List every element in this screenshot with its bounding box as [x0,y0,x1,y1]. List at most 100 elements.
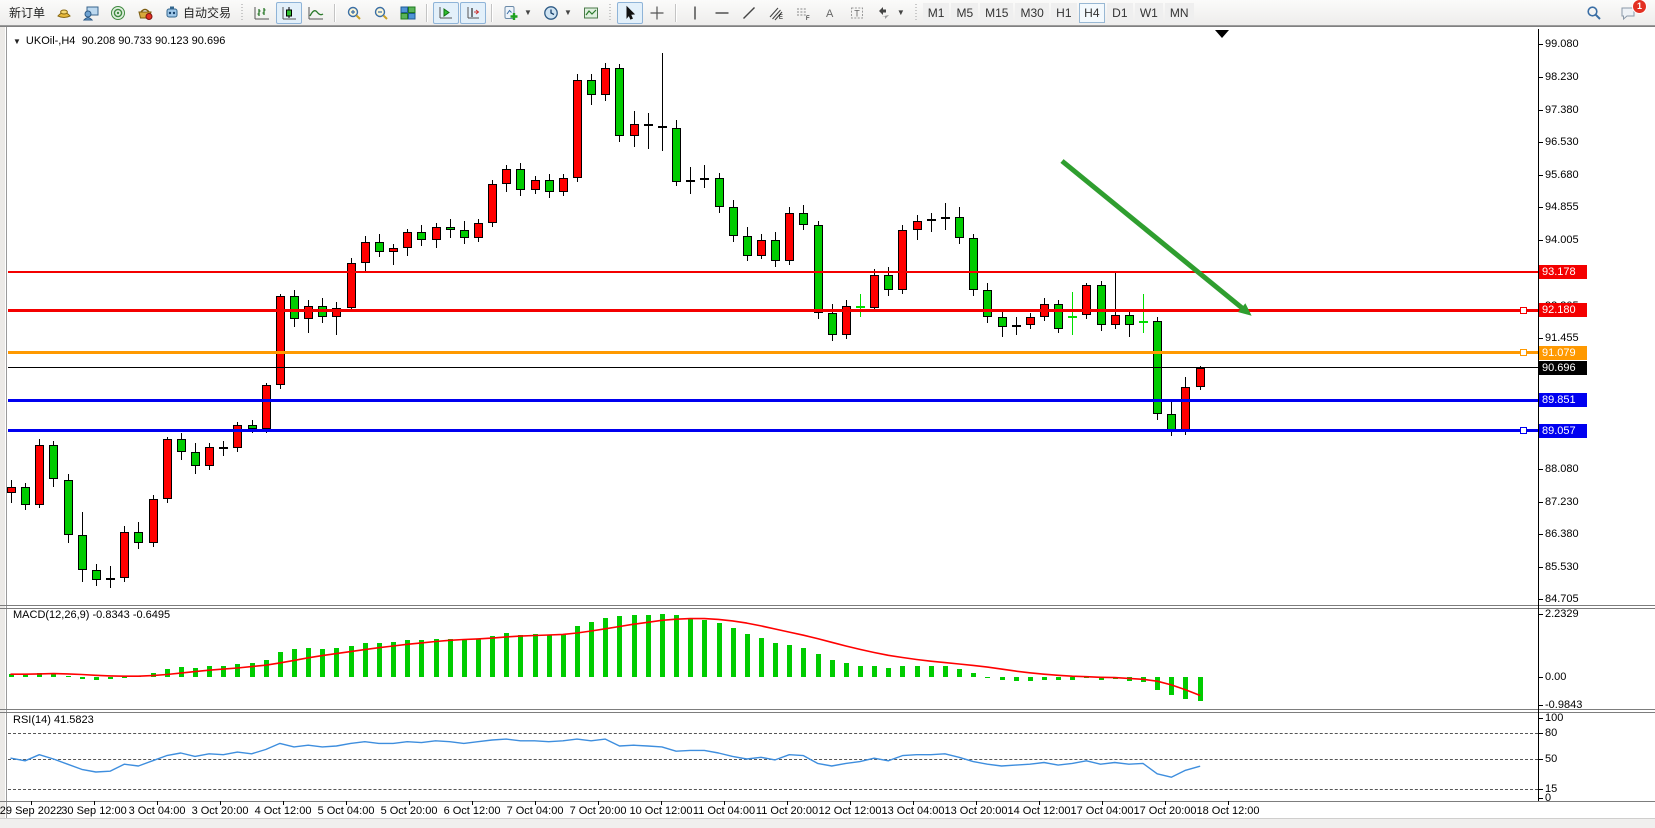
rsi-level-line [8,759,1538,761]
macd-histogram-bar [914,665,920,677]
time-axis-label: 13 Oct 20:00 [944,805,1008,817]
svg-text:E: E [779,15,783,21]
timeframe-button-mn[interactable]: MN [1164,2,1194,23]
timeframe-button-m1[interactable]: M1 [922,2,950,23]
candle [459,230,469,239]
time-axis-label: 17 Oct 20:00 [1133,805,1197,817]
candle [827,313,837,335]
macd-histogram-bar [1197,677,1203,701]
candle-wick [704,164,706,188]
macd-histogram-bar [65,676,71,678]
timeframe-button-h1[interactable]: H1 [1050,2,1077,23]
price-hline[interactable] [8,270,1538,273]
timeframe-button-m30[interactable]: M30 [1015,2,1049,23]
price-hline[interactable] [8,429,1538,433]
zoom-in-button[interactable] [341,2,367,24]
candle-wick [393,243,395,266]
time-axis-tick [94,801,95,805]
terminal-button[interactable] [132,2,158,24]
price-hline[interactable] [8,398,1538,402]
macd-histogram-bar [631,615,637,677]
data-window-button[interactable] [78,2,104,24]
macd-histogram-bar [419,639,425,677]
market-watch-button[interactable] [51,2,77,24]
candle-wick [690,166,692,194]
hline-handle[interactable] [1520,349,1527,357]
search-button[interactable] [1581,2,1607,24]
candle [21,487,31,505]
macd-histogram-bar [122,677,128,678]
navigator-button[interactable] [105,2,131,24]
candle [997,317,1007,327]
crosshair-tool-button[interactable] [644,2,670,24]
time-axis-tick [913,801,914,805]
chart-root[interactable]: ▼ UKOil-,H4 90.208 90.733 90.123 90.696 M… [0,27,1655,819]
time-axis-tick [976,801,977,805]
equidistant-channel-tool-button[interactable]: E [763,2,789,24]
timeframe-button-d1[interactable]: D1 [1106,2,1133,23]
arrows-tool-button[interactable]: ▼ [871,2,910,24]
bar-chart-button[interactable] [249,2,275,24]
time-axis-tick [787,801,788,805]
periods-button[interactable]: ▼ [538,2,577,24]
timeframe-button-m5[interactable]: M5 [951,2,979,23]
candle [615,68,625,136]
arrows-caret: ▼ [896,8,905,17]
candle [544,180,554,192]
time-axis-label: 5 Oct 04:00 [317,805,375,817]
text-label-tool-button[interactable]: T [844,2,870,24]
price-tick [1538,175,1543,177]
candlestick-chart-button[interactable] [276,1,303,24]
trendline-tool-button[interactable] [736,2,762,24]
macd-histogram-bar [362,643,368,677]
macd-histogram-bar [659,614,665,677]
candle [516,168,526,190]
auto-scroll-button[interactable] [433,1,460,24]
timeframe-button-m15[interactable]: M15 [980,2,1014,23]
price-tick [1538,207,1543,209]
chart-collapse-icon[interactable]: ▼ [13,37,21,46]
tile-windows-button[interactable] [395,2,421,24]
macd-histogram-bar [744,634,750,677]
macd-histogram-bar [617,616,623,677]
hline-handle[interactable] [1520,427,1527,435]
macd-histogram-bar [702,620,708,677]
candle [926,218,936,221]
chart-shift-marker[interactable] [1215,30,1229,38]
price-hline[interactable] [8,367,1538,369]
candle [77,535,87,571]
macd-histogram-bar [1027,677,1033,682]
macd-histogram-bar [1056,677,1062,681]
fibonacci-tool-button[interactable]: F [790,2,816,24]
candle-wick [336,301,338,335]
price-tick [1538,599,1543,600]
macd-histogram-bar [461,639,467,677]
timeframe-button-h4[interactable]: H4 [1078,2,1105,23]
price-hline[interactable] [8,351,1538,355]
line-chart-button[interactable] [303,2,329,24]
macd-histogram-bar [688,617,694,677]
chat-button[interactable]: 1 [1615,0,1647,24]
vertical-line-tool-button[interactable] [682,2,708,24]
timeframe-button-w1[interactable]: W1 [1134,2,1163,23]
macd-histogram-bar [518,634,524,677]
text-tool-button[interactable]: A [817,2,843,24]
cursor-tool-button[interactable] [616,1,643,24]
price-tick [1538,501,1543,503]
status-bar [0,818,1655,828]
price-hline[interactable] [8,308,1538,312]
horizontal-line-tool-button[interactable] [709,2,735,24]
templates-button[interactable] [578,2,604,24]
svg-text:T: T [854,8,860,18]
candle [1195,367,1205,387]
macd-histogram-bar [1041,677,1047,680]
new-order-button[interactable]: 新订单 [4,2,50,24]
indicators-button[interactable]: ▼ [498,2,537,24]
time-axis-tick [157,801,158,805]
hline-handle[interactable] [1520,306,1527,314]
zoom-out-button[interactable] [368,2,394,24]
chart-shift-button[interactable] [460,1,487,24]
macd-histogram-bar [391,641,397,677]
auto-trading-button[interactable]: 自动交易 [159,2,236,24]
toolbar-separator [426,3,429,22]
